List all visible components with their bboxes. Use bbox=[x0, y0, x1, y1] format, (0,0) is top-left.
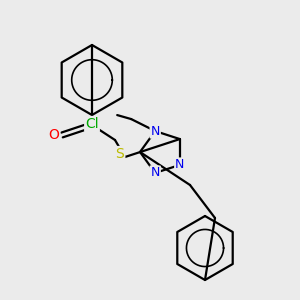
Text: O: O bbox=[49, 128, 59, 142]
Text: S: S bbox=[116, 147, 124, 161]
Text: N: N bbox=[151, 124, 160, 138]
Text: N: N bbox=[175, 158, 184, 171]
Text: N: N bbox=[151, 167, 160, 179]
Text: Cl: Cl bbox=[85, 117, 99, 131]
